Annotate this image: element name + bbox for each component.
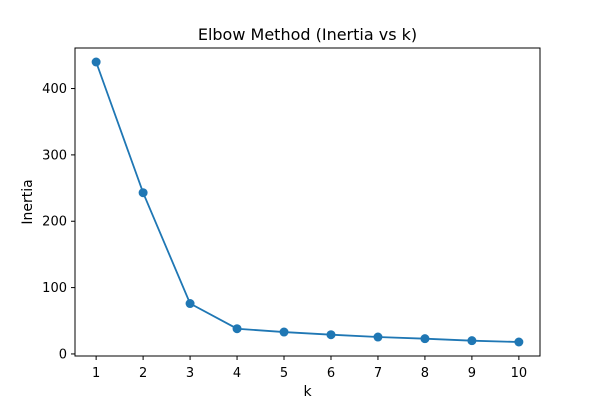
data-point — [91, 57, 101, 67]
y-tick-label: 400 — [42, 82, 67, 97]
data-point — [185, 299, 195, 309]
x-tick-label: 7 — [374, 366, 382, 381]
x-axis-label: k — [303, 384, 312, 400]
data-point — [326, 330, 336, 340]
data-point — [467, 336, 477, 346]
x-tick-label: 4 — [233, 366, 241, 381]
data-point — [514, 337, 524, 347]
y-axis-ticks: 0 100 200 300 400 — [42, 82, 75, 362]
inertia-series-points — [91, 57, 524, 347]
x-tick-label: 1 — [92, 366, 100, 381]
y-tick-label: 300 — [42, 148, 67, 163]
x-tick-label: 6 — [327, 366, 335, 381]
data-point — [420, 334, 430, 344]
x-axis-ticks: 1 2 3 4 5 6 7 8 9 10 — [92, 356, 527, 381]
data-point — [138, 188, 148, 198]
y-tick-label: 0 — [59, 347, 67, 362]
x-tick-label: 10 — [511, 366, 528, 381]
x-tick-label: 3 — [186, 366, 194, 381]
y-axis-label: Inertia — [20, 179, 36, 224]
x-tick-label: 5 — [280, 366, 288, 381]
data-point — [232, 324, 242, 334]
x-tick-label: 8 — [421, 366, 429, 381]
chart-title: Elbow Method (Inertia vs k) — [198, 25, 417, 44]
y-tick-label: 200 — [42, 215, 67, 230]
data-point — [373, 332, 383, 342]
inertia-series-line — [95, 61, 519, 343]
plot-area — [74, 47, 541, 357]
y-tick-label: 100 — [42, 281, 67, 296]
data-point — [279, 327, 289, 337]
x-tick-label: 9 — [468, 366, 476, 381]
x-tick-label: 2 — [139, 366, 147, 381]
